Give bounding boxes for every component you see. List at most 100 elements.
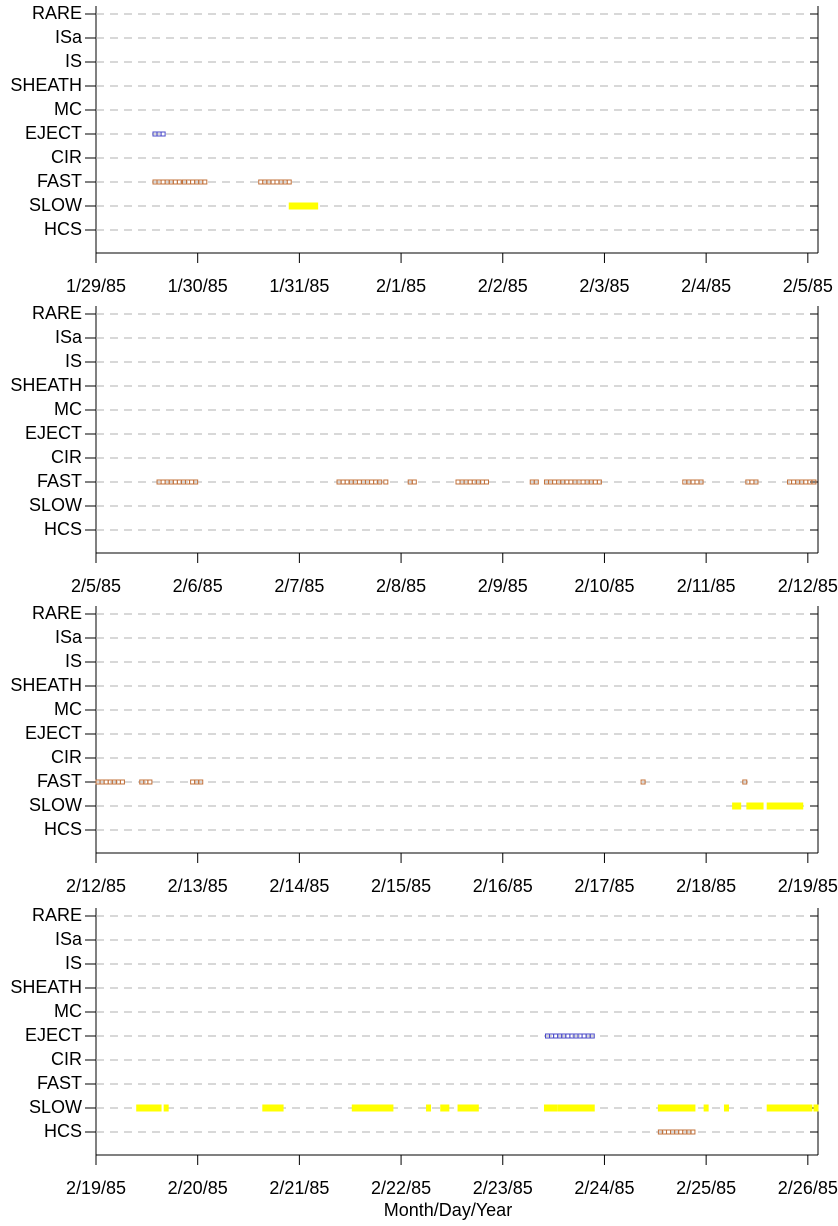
event-marker [657, 1104, 663, 1112]
x-tick-label: 2/24/85 [574, 1178, 634, 1198]
event-marker [368, 1104, 374, 1112]
event-marker [787, 802, 793, 810]
x-tick-label: 2/26/85 [778, 1178, 838, 1198]
event-marker [561, 1104, 567, 1112]
x-tick-label: 2/25/85 [676, 1178, 736, 1198]
event-marker [723, 1104, 729, 1112]
event-marker [799, 1104, 805, 1112]
event-marker [461, 1104, 467, 1112]
x-axis-label: Month/Day/Year [384, 1200, 512, 1220]
event-marker [778, 802, 784, 810]
event-marker [388, 1104, 394, 1112]
event-marker [189, 479, 195, 485]
y-tick-label: RARE [32, 603, 82, 623]
event-marker [787, 1104, 793, 1112]
event-marker [152, 1104, 158, 1112]
event-marker [313, 202, 319, 210]
event-marker [533, 479, 539, 485]
x-tick-label: 2/22/85 [371, 1178, 431, 1198]
y-tick-label: IS [65, 953, 82, 973]
x-tick-label: 2/16/85 [473, 876, 533, 896]
y-tick-label: SHEATH [10, 375, 82, 395]
event-marker [156, 1104, 162, 1112]
event-marker [383, 479, 389, 485]
x-tick-label: 2/12/85 [778, 576, 838, 596]
event-marker [678, 1104, 684, 1112]
event-marker [770, 1104, 776, 1112]
event-marker [262, 1104, 268, 1112]
event-marker [678, 1129, 684, 1135]
x-tick-label: 1/30/85 [168, 276, 228, 296]
y-tick-label: EJECT [25, 423, 82, 443]
event-marker [674, 1104, 680, 1112]
x-tick-label: 1/31/85 [269, 276, 329, 296]
event-marker [356, 479, 362, 485]
event-marker [384, 1104, 390, 1112]
event-marker [640, 779, 646, 785]
event-marker [753, 479, 759, 485]
event-marker [585, 1104, 591, 1112]
event-marker [377, 479, 383, 485]
event-marker [455, 479, 461, 485]
x-tick-label: 2/1/85 [376, 276, 426, 296]
event-marker [758, 802, 764, 810]
y-tick-label: EJECT [25, 123, 82, 143]
event-marker [274, 1104, 280, 1112]
event-marker [795, 1104, 801, 1112]
event-marker [736, 802, 742, 810]
event-marker [682, 1104, 688, 1112]
y-tick-label: SLOW [29, 1097, 82, 1117]
y-tick-label: CIR [51, 1049, 82, 1069]
y-tick-label: RARE [32, 905, 82, 925]
event-marker [565, 1104, 571, 1112]
event-marker [791, 479, 797, 485]
y-tick-label: SHEATH [10, 977, 82, 997]
x-tick-label: 2/5/85 [71, 576, 121, 596]
x-tick-label: 2/6/85 [173, 576, 223, 596]
event-marker [581, 1033, 587, 1039]
event-marker [766, 802, 772, 810]
y-tick-label: IS [65, 51, 82, 71]
x-tick-label: 2/20/85 [168, 1178, 228, 1198]
event-marker [202, 179, 208, 185]
event-marker [774, 802, 780, 810]
event-marker [548, 1104, 554, 1112]
event-marker [666, 1129, 672, 1135]
y-tick-label: SLOW [29, 495, 82, 515]
y-tick-label: FAST [37, 771, 82, 791]
x-tick-label: 2/19/85 [66, 1178, 126, 1198]
event-marker [553, 1033, 559, 1039]
y-tick-label: FAST [37, 171, 82, 191]
x-tick-label: 2/23/85 [473, 1178, 533, 1198]
event-marker [565, 1033, 571, 1039]
x-tick-label: 2/8/85 [376, 576, 426, 596]
event-marker [160, 179, 166, 185]
event-marker [278, 1104, 284, 1112]
event-marker [444, 1104, 450, 1112]
event-marker [666, 1104, 672, 1112]
event-marker [440, 1104, 446, 1112]
event-marker [266, 1104, 272, 1112]
event-marker [698, 479, 704, 485]
event-marker [581, 1104, 587, 1112]
event-marker [160, 479, 166, 485]
y-tick-label: MC [54, 1001, 82, 1021]
event-marker [754, 802, 760, 810]
event-marker [552, 479, 558, 485]
event-marker [670, 1104, 676, 1112]
event-marker [296, 202, 302, 210]
event-marker [749, 479, 755, 485]
event-marker [742, 779, 748, 785]
y-tick-label: ISa [55, 327, 83, 347]
y-tick-label: IS [65, 651, 82, 671]
y-tick-label: CIR [51, 747, 82, 767]
event-marker [543, 1104, 549, 1112]
event-marker [376, 1104, 382, 1112]
y-tick-label: MC [54, 699, 82, 719]
event-marker [782, 1104, 788, 1112]
x-tick-label: 1/29/85 [66, 276, 126, 296]
event-marker [286, 179, 292, 185]
event-marker [596, 479, 602, 485]
event-marker [791, 802, 797, 810]
